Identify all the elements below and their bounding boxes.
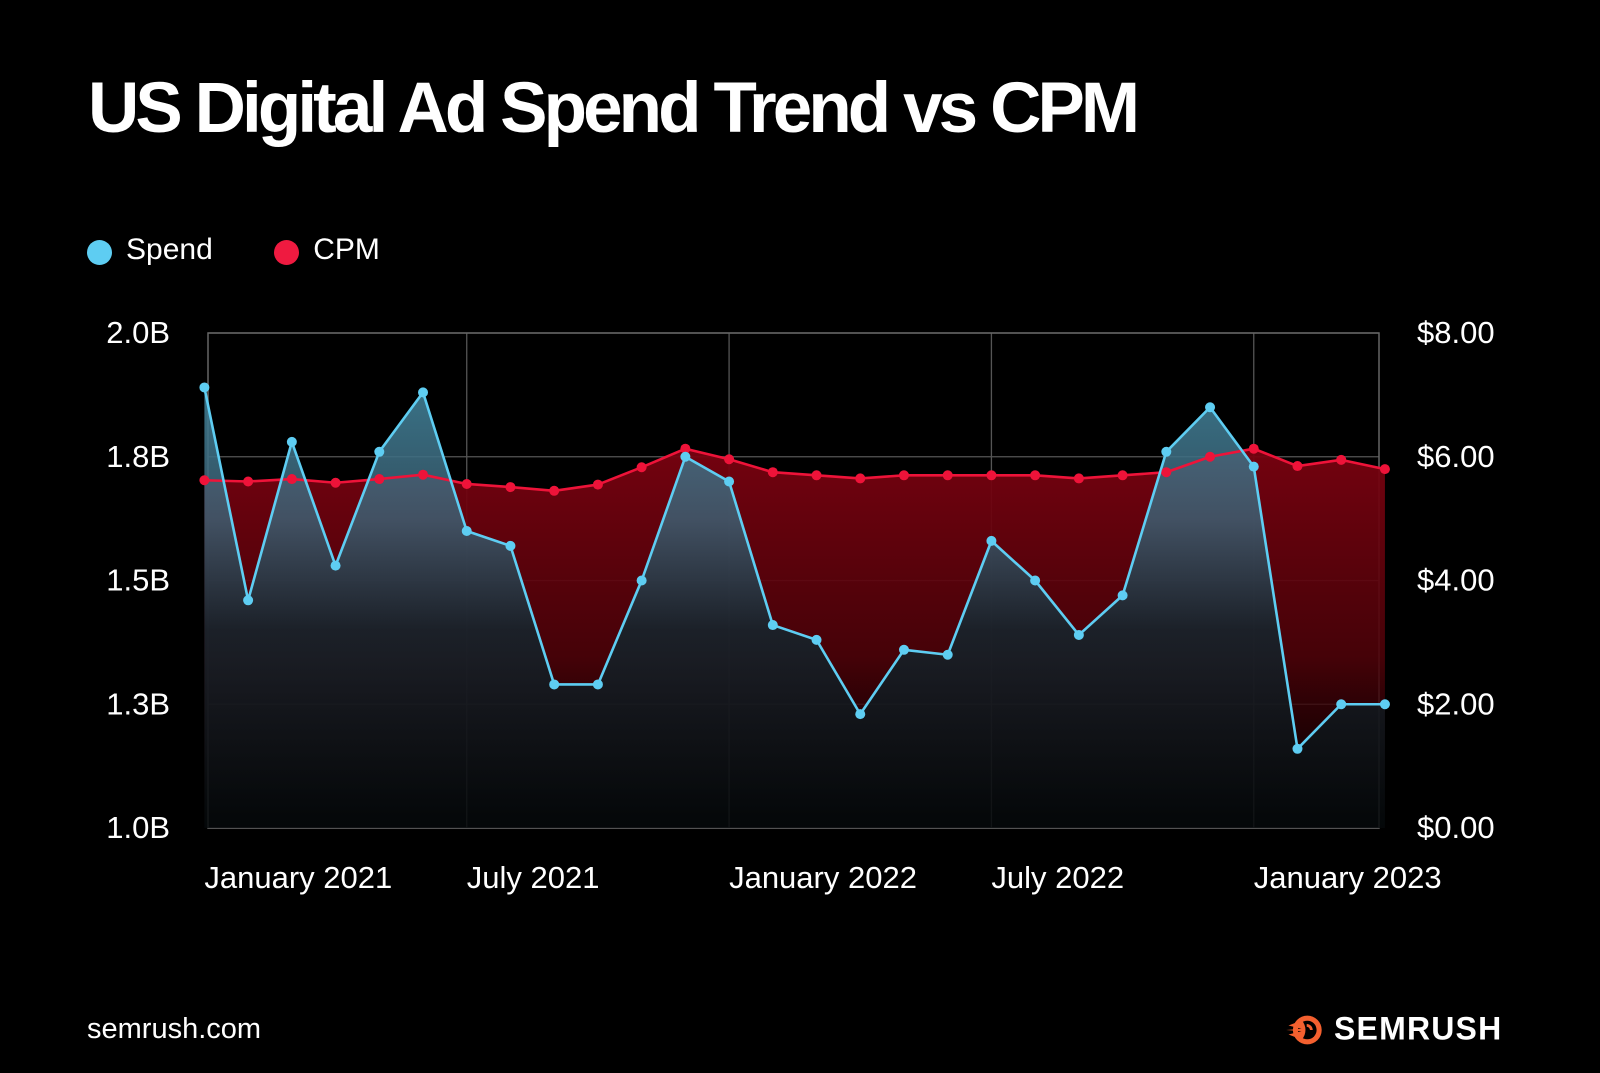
svg-text:$6.00: $6.00 (1417, 439, 1495, 474)
svg-text:2.0B: 2.0B (106, 315, 170, 350)
svg-text:$2.00: $2.00 (1417, 686, 1495, 721)
svg-text:1.0B: 1.0B (106, 810, 170, 845)
svg-text:January 2022: January 2022 (729, 860, 917, 895)
svg-text:1.8B: 1.8B (106, 439, 170, 474)
svg-text:1.3B: 1.3B (106, 686, 170, 721)
svg-text:1.5B: 1.5B (106, 563, 170, 598)
svg-text:January 2023: January 2023 (1254, 860, 1442, 895)
svg-text:$0.00: $0.00 (1417, 810, 1495, 845)
svg-text:SEMRUSH: SEMRUSH (1334, 1011, 1502, 1047)
svg-text:$4.00: $4.00 (1417, 563, 1495, 598)
svg-text:July 2021: July 2021 (467, 860, 600, 895)
svg-text:January 2021: January 2021 (204, 860, 392, 895)
svg-text:$8.00: $8.00 (1417, 315, 1495, 350)
svg-text:July 2022: July 2022 (991, 860, 1124, 895)
